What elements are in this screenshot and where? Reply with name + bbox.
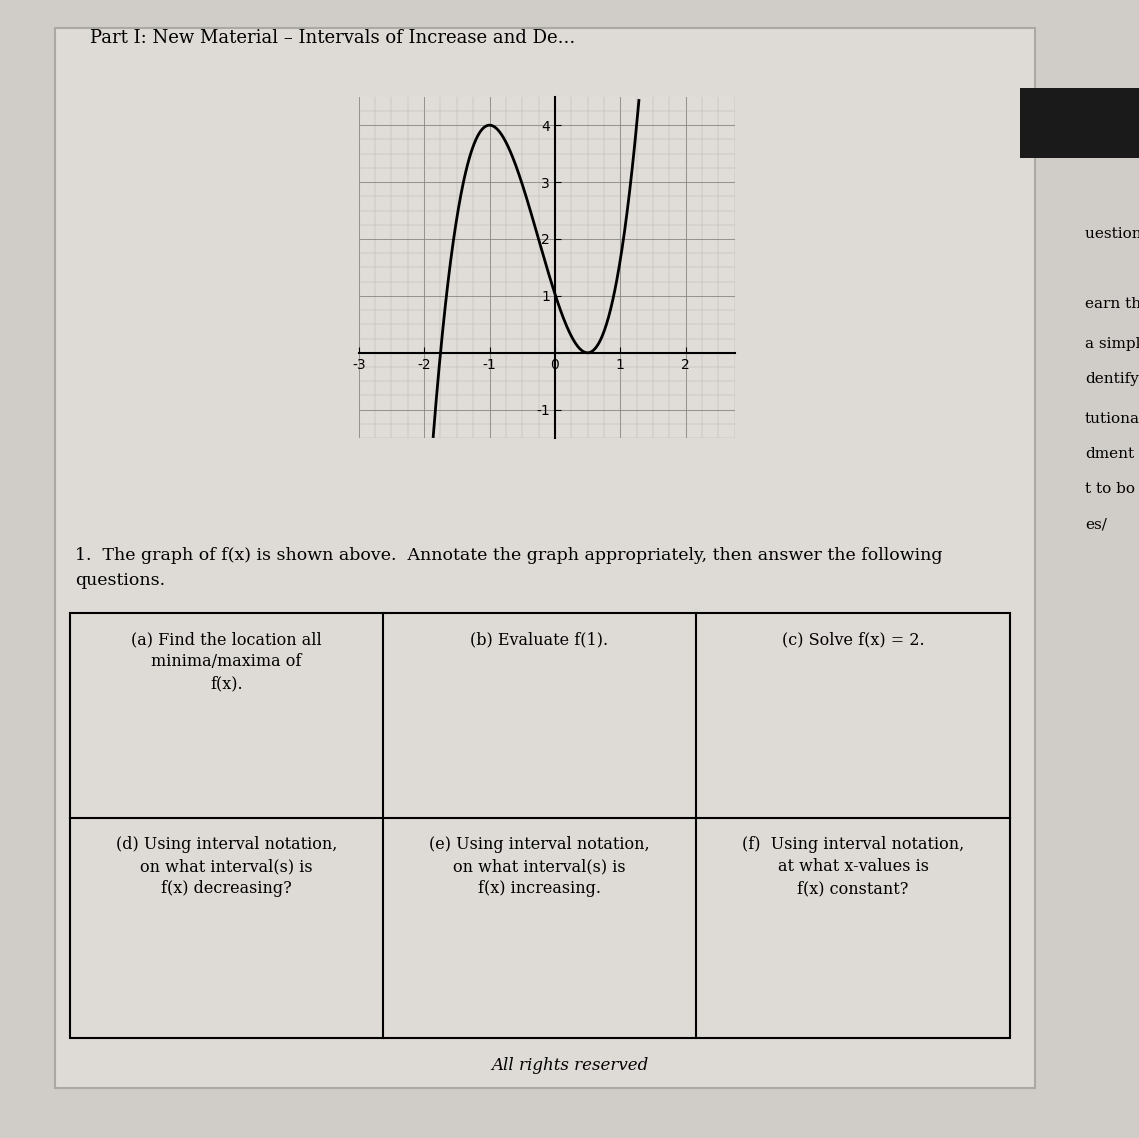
Bar (1021, 88, 1139, 158)
Text: t to bo: t to bo (1085, 483, 1134, 496)
Text: es/: es/ (1085, 517, 1107, 531)
Text: (c) Solve f(x) = 2.: (c) Solve f(x) = 2. (781, 630, 925, 648)
Text: (d) Using interval notation,
on what interval(s) is
f(x) decreasing?: (d) Using interval notation, on what int… (116, 836, 337, 898)
Bar (55, 28, 1035, 1088)
Text: (a) Find the location all
minima/maxima of
f(x).: (a) Find the location all minima/maxima … (131, 630, 322, 692)
Text: dentify: dentify (1085, 372, 1139, 386)
Text: uestions a: uestions a (1085, 226, 1139, 241)
Text: All rights reserved: All rights reserved (491, 1057, 648, 1074)
Text: a simply: a simply (1085, 337, 1139, 351)
Text: questions.: questions. (75, 572, 165, 589)
Text: (b) Evaluate f(1).: (b) Evaluate f(1). (470, 630, 608, 648)
Bar (69, 613, 1010, 1038)
Text: Part I: New Material – Intervals of Increase and De...: Part I: New Material – Intervals of Incr… (90, 28, 575, 47)
Bar (55, 28, 1035, 1088)
Text: (f)  Using interval notation,
at what x-values is
f(x) constant?: (f) Using interval notation, at what x-v… (741, 836, 964, 898)
Text: earn the: earn the (1085, 297, 1139, 311)
Text: 1.  The graph of f(x) is shown above.  Annotate the graph appropriately, then an: 1. The graph of f(x) is shown above. Ann… (75, 547, 942, 564)
Text: dment: dment (1085, 447, 1134, 461)
Text: (e) Using interval notation,
on what interval(s) is
f(x) increasing.: (e) Using interval notation, on what int… (429, 836, 650, 898)
Text: tutional: tutional (1085, 412, 1139, 426)
